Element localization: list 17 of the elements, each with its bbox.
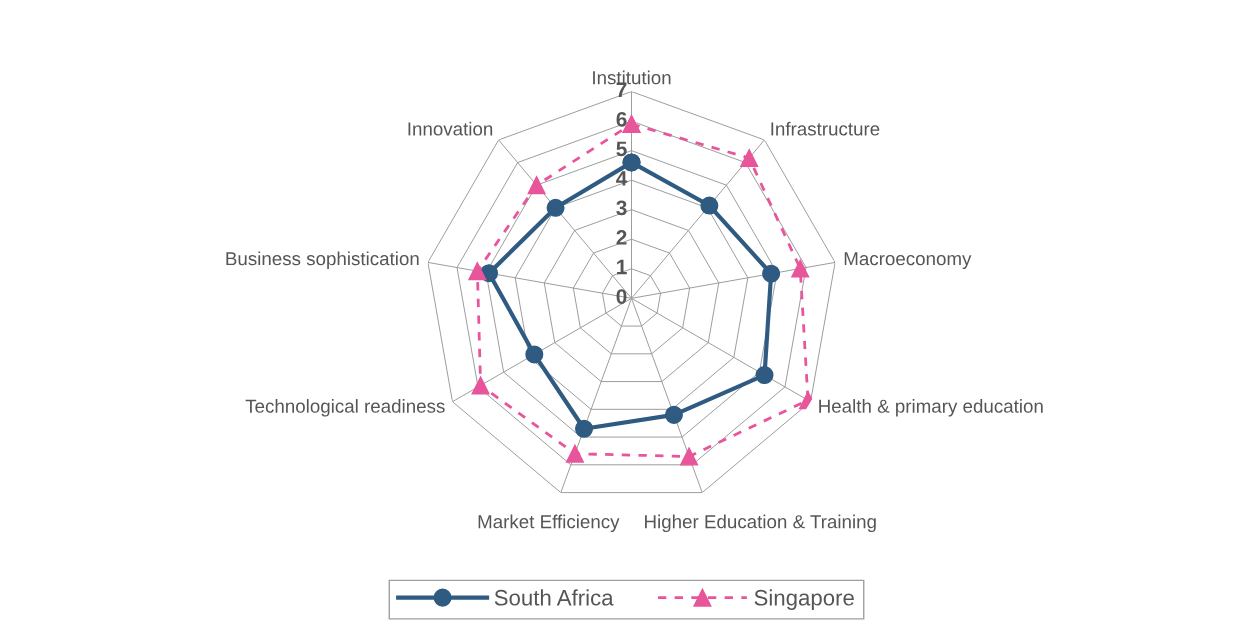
legend-label: South Africa	[494, 589, 614, 606]
y-tick-label: 4	[616, 171, 628, 186]
y-tick-label: 2	[616, 230, 627, 245]
y-tick-label: 1	[617, 259, 627, 275]
legend-label: Singapore	[754, 589, 854, 610]
spoke-label: Market Efficiency	[478, 514, 620, 533]
spoke-label: Macroeconomy	[844, 252, 972, 270]
y-tick-label: 6	[616, 111, 627, 127]
spoke-label: Technological readiness	[245, 399, 445, 417]
spoke-label: Health & primary education	[819, 399, 1043, 417]
y-tick-label: 0	[616, 289, 627, 304]
spoke-label: Infrastructure	[771, 121, 880, 136]
spoke-label: Innovation	[408, 121, 493, 136]
y-tick-label: 5	[616, 141, 627, 157]
y-tick-label: 3	[616, 200, 627, 216]
spoke-label: Business sophistication	[226, 251, 419, 270]
spoke-label: Higher Education & Training	[645, 514, 876, 533]
